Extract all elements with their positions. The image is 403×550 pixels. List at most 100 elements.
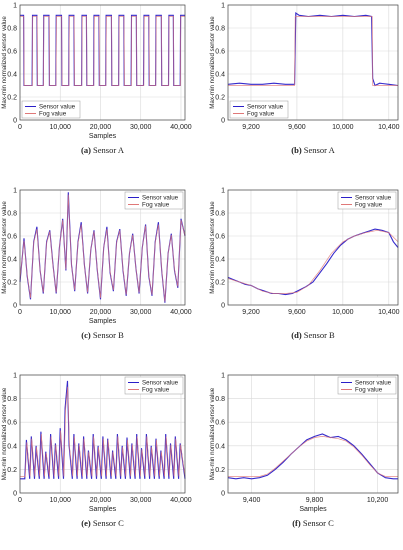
series-line-fog (228, 436, 398, 477)
y-tick-label: 0 (221, 303, 225, 310)
y-tick-label: 0.4 (7, 443, 17, 450)
legend-box (124, 191, 184, 210)
y-tick-label: 0.8 (215, 211, 225, 218)
legend-label: Sensor value (247, 104, 284, 111)
y-tick-label: 0 (13, 118, 17, 125)
x-axis-label: Samples (89, 318, 117, 325)
x-tick-label: 9,400 (243, 497, 261, 504)
legend-label: Fog value (142, 202, 170, 209)
y-tick-label: 0.8 (215, 396, 225, 403)
x-axis-label: Samples (299, 506, 327, 513)
x-tick-label: 40,000 (170, 497, 192, 504)
y-axis-label: Max-min normalized sensor value (209, 387, 216, 480)
y-tick-label: 0.2 (7, 467, 17, 474)
x-tick-label: 20,000 (90, 497, 112, 504)
y-tick-label: 0.6 (7, 234, 17, 241)
y-tick-label: 0.4 (215, 72, 225, 79)
y-tick-label: 0.6 (215, 49, 225, 56)
y-tick-label: 0 (13, 303, 17, 310)
y-tick-label: 0.2 (7, 280, 17, 287)
y-tick-label: 0.6 (215, 420, 225, 427)
legend-box (337, 376, 397, 395)
y-tick-label: 0.8 (7, 396, 17, 403)
x-tick-label: 10,000 (50, 309, 72, 316)
series-line-sensor (227, 228, 399, 296)
chart-panel-0: 0 10,000 20,000 30,000 40,000 0 0.2 0.4 0.6 0.8 1 S… (1, 3, 192, 141)
y-tick-label: 0 (13, 491, 17, 498)
x-tick-label: 0 (18, 497, 22, 504)
x-tick-label: 20,000 (90, 309, 112, 316)
plot-frame (227, 374, 399, 494)
legend-label: Sensor value (142, 380, 179, 387)
legend-label: Fog value (355, 387, 383, 394)
y-tick-label: 0.6 (215, 234, 225, 241)
x-tick-label: 9,600 (288, 124, 306, 131)
legend-box (229, 100, 289, 119)
y-axis-label: Max-min normalized sensor value (1, 387, 8, 480)
series-line-sensor (227, 11, 399, 87)
x-axis-label: Samples (89, 506, 117, 513)
y-tick-label: 0.4 (7, 257, 17, 264)
y-tick-label: 0 (221, 491, 225, 498)
legend-label: Sensor value (355, 195, 392, 202)
x-tick-label: 10,400 (378, 124, 400, 131)
x-tick-label: 10,000 (50, 497, 72, 504)
x-tick-label: 9,200 (242, 309, 260, 316)
legend-label: Sensor value (355, 380, 392, 387)
x-axis-label: Samples (89, 133, 117, 140)
y-tick-label: 0.8 (7, 26, 17, 33)
y-tick-label: 1 (221, 3, 225, 10)
x-tick-label: 10,200 (367, 497, 389, 504)
y-tick-label: 0.2 (215, 95, 225, 102)
y-axis-label: Max-min normalized sensor value (209, 201, 216, 294)
x-tick-label: 30,000 (130, 309, 152, 316)
series-line-fog (19, 194, 186, 302)
y-tick-label: 1 (13, 373, 17, 380)
x-tick-label: 40,000 (170, 124, 192, 131)
legend-label: Fog value (355, 202, 383, 209)
y-tick-label: 1 (13, 188, 17, 195)
x-tick-label: 30,000 (130, 124, 152, 131)
series-line-fog (20, 16, 185, 86)
legend-box (124, 376, 184, 395)
plot-frame (19, 374, 186, 494)
y-tick-label: 0 (221, 118, 225, 125)
y-axis-label: Max-min normalized sensor value (209, 16, 216, 109)
plot-frame (227, 4, 399, 121)
chart-panel-4: 0 10,000 20,000 30,000 40,000 0 0.2 0.4 0.6 0.8 1 S… (1, 373, 192, 514)
x-tick-label: 9,600 (288, 309, 306, 316)
y-tick-label: 0.6 (7, 420, 17, 427)
series-line-sensor (227, 433, 398, 480)
y-tick-label: 0.2 (7, 95, 17, 102)
y-axis-label: Max-min normalized sensor value (1, 16, 8, 109)
series-line-fog (227, 229, 399, 294)
y-tick-label: 1 (221, 373, 225, 380)
chart-panel-1: 9,200 9,600 10,000 10,400 0 0.2 0.4 0.6 0.8 1 Max-… (209, 3, 400, 132)
x-tick-label: 20,000 (90, 124, 112, 131)
y-tick-label: 0.2 (215, 280, 225, 287)
x-tick-label: 10,000 (332, 309, 354, 316)
y-tick-label: 0.8 (7, 211, 17, 218)
y-tick-label: 0.4 (215, 257, 225, 264)
legend-label: Sensor value (39, 104, 76, 111)
chart-panel-2: 0 10,000 20,000 30,000 40,000 0 0.2 0.4 0.6 0.8 1 S… (1, 188, 192, 326)
x-tick-label: 0 (18, 309, 22, 316)
y-tick-label: 0.6 (7, 49, 17, 56)
legend-label: Sensor value (142, 195, 179, 202)
x-tick-label: 10,000 (50, 124, 72, 131)
chart-panel-5: 9,400 9,800 10,200 0 0.2 0.4 0.6 0.8 1 Samples Max… (209, 373, 399, 513)
y-tick-label: 1 (221, 188, 225, 195)
x-tick-label: 9,800 (306, 497, 324, 504)
x-tick-label: 10,400 (378, 309, 400, 316)
plot-frame (19, 189, 186, 306)
y-axis-label: Max-min normalized sensor value (1, 201, 8, 294)
legend-box (337, 191, 397, 210)
y-tick-label: 0.2 (215, 467, 225, 474)
plot-frame (19, 4, 186, 121)
legend-label: Fog value (39, 111, 67, 118)
